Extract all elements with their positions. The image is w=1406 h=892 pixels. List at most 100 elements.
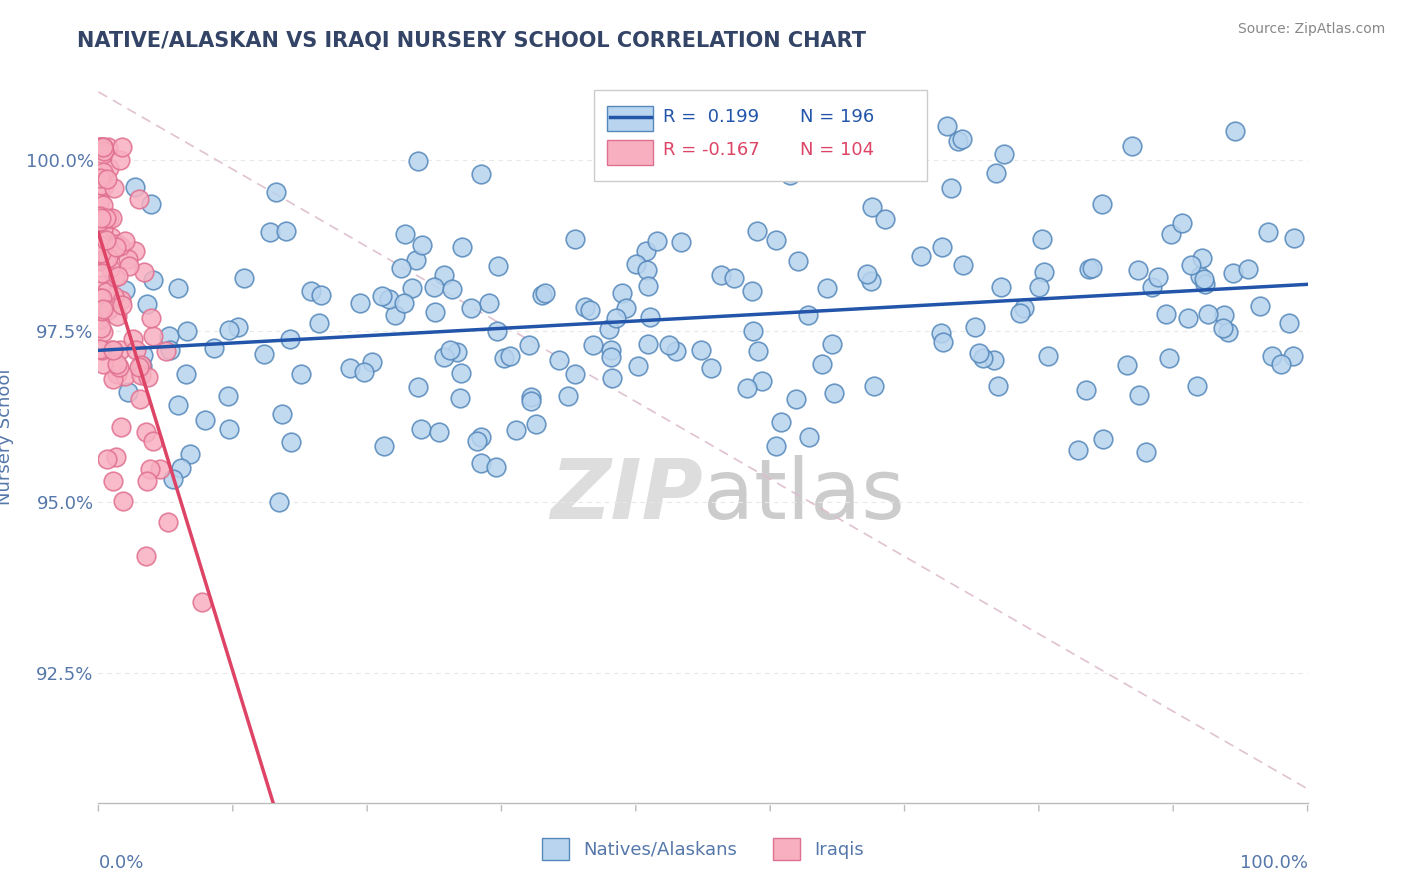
Point (353, 365, 375, 379)
Point (309, 288, 332, 302)
Point (1249, 299, 1271, 313)
Point (194, 413, 217, 427)
Point (125, 343, 148, 357)
Point (373, 439, 395, 453)
Point (94, 251, 117, 265)
Point (952, 259, 974, 273)
Point (932, 335, 955, 350)
Point (441, 282, 464, 296)
Point (94, 255, 117, 269)
FancyBboxPatch shape (607, 140, 654, 165)
Point (128, 360, 150, 375)
Point (1091, 432, 1114, 446)
Point (110, 238, 132, 252)
Point (98, 261, 121, 276)
Point (1028, 279, 1050, 293)
Point (460, 301, 482, 316)
Point (470, 430, 492, 444)
Point (110, 343, 132, 357)
Text: N = 104: N = 104 (800, 141, 875, 160)
Text: NATIVE/ALASKAN VS IRAQI NURSERY SCHOOL CORRELATION CHART: NATIVE/ALASKAN VS IRAQI NURSERY SCHOOL C… (77, 31, 866, 51)
Point (96, 452, 118, 467)
Point (105, 237, 128, 252)
Point (89, 194, 111, 209)
Point (465, 434, 488, 449)
Point (1222, 266, 1244, 280)
Point (600, 370, 623, 384)
Text: atlas: atlas (703, 455, 904, 536)
Point (89, 291, 111, 305)
Point (101, 474, 124, 488)
Point (339, 361, 361, 376)
Point (378, 292, 401, 306)
Point (863, 379, 886, 393)
Point (90, 245, 112, 260)
Point (105, 240, 128, 254)
Point (1282, 349, 1305, 363)
Point (274, 224, 297, 238)
Point (94, 211, 117, 226)
Point (132, 348, 155, 362)
Point (669, 235, 692, 249)
Point (93, 165, 115, 179)
Point (217, 389, 239, 403)
Point (450, 240, 472, 254)
Point (253, 347, 276, 361)
Point (90, 211, 112, 225)
Point (1177, 310, 1199, 325)
Point (1180, 259, 1202, 273)
Point (1237, 261, 1260, 276)
Point (114, 369, 136, 384)
Point (534, 285, 557, 300)
Point (1038, 350, 1060, 364)
Point (162, 472, 184, 486)
Point (218, 323, 240, 337)
Point (135, 549, 157, 563)
Point (91, 223, 114, 237)
Point (931, 240, 953, 254)
Point (723, 271, 745, 285)
Point (142, 329, 165, 343)
Point (860, 201, 883, 215)
Point (97, 139, 120, 153)
Point (499, 349, 522, 363)
Point (389, 260, 412, 275)
Point (96, 244, 118, 259)
Point (90, 320, 112, 334)
Point (139, 462, 162, 476)
Point (446, 345, 468, 359)
Point (519, 393, 541, 408)
Point (136, 369, 159, 384)
Text: 0.0%: 0.0% (98, 854, 143, 872)
Point (349, 296, 371, 310)
Point (1187, 379, 1209, 393)
Point (741, 285, 763, 299)
Point (100, 211, 122, 225)
Point (910, 249, 932, 263)
Point (90, 139, 112, 153)
Point (114, 283, 136, 297)
Point (91, 139, 114, 153)
Point (1081, 261, 1104, 276)
Point (638, 310, 661, 324)
Point (269, 495, 291, 509)
Point (108, 359, 131, 374)
Point (599, 351, 621, 365)
Point (741, 324, 763, 338)
Point (1147, 270, 1170, 285)
Point (873, 212, 896, 227)
Point (1282, 231, 1305, 245)
Point (124, 244, 146, 258)
Point (91, 146, 114, 161)
Point (582, 338, 605, 352)
Point (856, 267, 879, 281)
Point (984, 166, 1007, 180)
Point (89, 210, 111, 224)
FancyBboxPatch shape (595, 90, 927, 181)
Point (1142, 280, 1164, 294)
Point (100, 301, 122, 315)
Point (89, 209, 111, 223)
Point (614, 301, 637, 315)
Point (142, 434, 165, 449)
Point (1278, 316, 1301, 330)
